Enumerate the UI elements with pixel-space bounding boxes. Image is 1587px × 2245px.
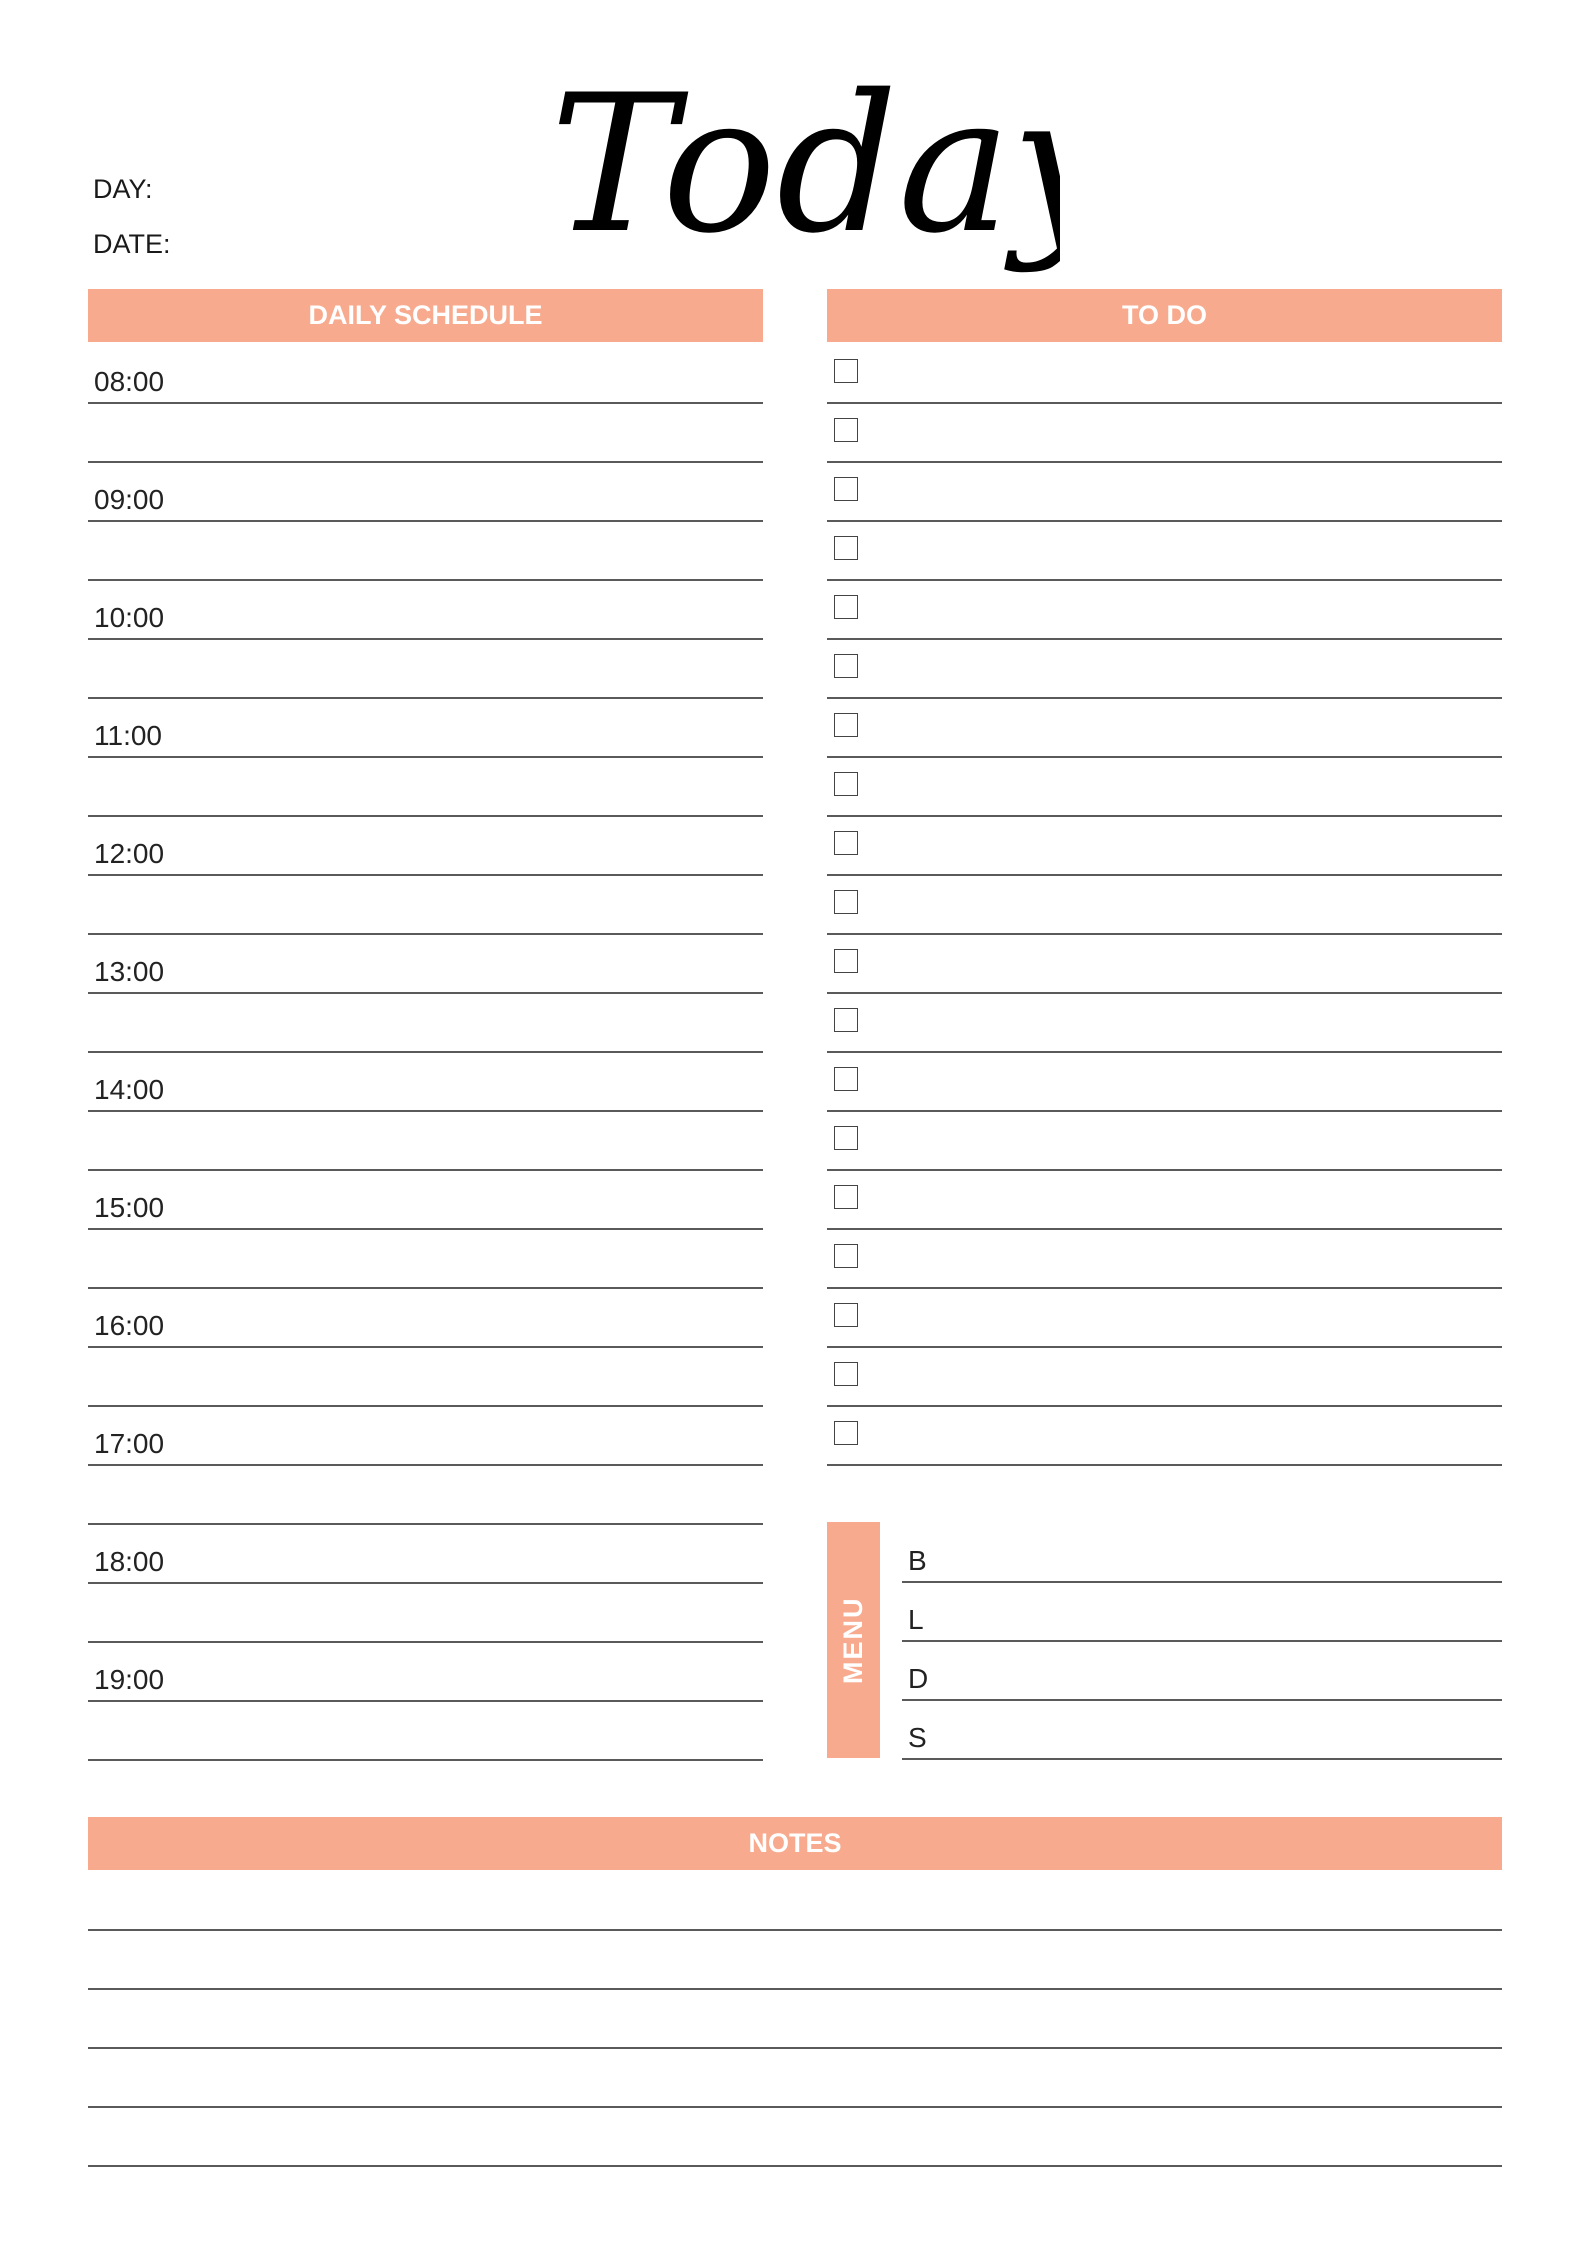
todo-checkbox[interactable] <box>834 536 858 560</box>
todo-line[interactable] <box>827 815 1502 817</box>
todo-checkbox[interactable] <box>834 1244 858 1268</box>
todo-line[interactable] <box>827 1169 1502 1171</box>
meal-line[interactable] <box>902 1758 1502 1760</box>
schedule-line[interactable] <box>88 1759 763 1761</box>
todo-checkbox[interactable] <box>834 1126 858 1150</box>
todo-line[interactable] <box>827 874 1502 876</box>
time-label: 15:00 <box>94 1192 165 1223</box>
todo-line[interactable] <box>827 1110 1502 1112</box>
todo-line[interactable] <box>827 461 1502 463</box>
notes-line[interactable] <box>88 1988 1502 1990</box>
todo-line[interactable] <box>827 933 1502 935</box>
todo-line[interactable] <box>827 1405 1502 1407</box>
todo-checkbox[interactable] <box>834 477 858 501</box>
todo-checkbox[interactable] <box>834 1362 858 1386</box>
todo-line[interactable] <box>827 520 1502 522</box>
schedule-line[interactable] <box>88 402 763 404</box>
meal-line[interactable] <box>902 1640 1502 1642</box>
schedule-line[interactable] <box>88 1405 763 1407</box>
notes-line[interactable] <box>88 2106 1502 2108</box>
time-label: 08:00 <box>94 366 165 397</box>
todo-checkbox[interactable] <box>834 1303 858 1327</box>
todo-line[interactable] <box>827 1346 1502 1348</box>
schedule-line[interactable] <box>88 1169 763 1171</box>
todo-line[interactable] <box>827 1228 1502 1230</box>
notes-line[interactable] <box>88 1929 1502 1931</box>
time-label: 12:00 <box>94 838 165 869</box>
todo-checkbox[interactable] <box>834 949 858 973</box>
schedule-line[interactable] <box>88 1641 763 1643</box>
menu-header: MENU <box>827 1522 880 1758</box>
todo-checkbox[interactable] <box>834 1008 858 1032</box>
todo-line[interactable] <box>827 638 1502 640</box>
schedule-line[interactable] <box>88 992 763 994</box>
time-label: 19:00 <box>94 1664 165 1695</box>
schedule-line[interactable] <box>88 697 763 699</box>
schedule-line[interactable] <box>88 638 763 640</box>
todo-line[interactable] <box>827 1287 1502 1289</box>
todo-checkbox[interactable] <box>834 831 858 855</box>
meal-label: D <box>908 1663 929 1694</box>
time-label: 13:00 <box>94 956 165 987</box>
notes-line[interactable] <box>88 2165 1502 2167</box>
schedule-line[interactable] <box>88 815 763 817</box>
notes-line[interactable] <box>88 2047 1502 2049</box>
todo-line[interactable] <box>827 1464 1502 1466</box>
daily-schedule-header: DAILY SCHEDULE <box>88 289 763 342</box>
todo-checkbox[interactable] <box>834 595 858 619</box>
todo-line[interactable] <box>827 579 1502 581</box>
todo-line[interactable] <box>827 1051 1502 1053</box>
schedule-line[interactable] <box>88 461 763 463</box>
time-label: 17:00 <box>94 1428 165 1459</box>
schedule-line[interactable] <box>88 1464 763 1466</box>
time-label: 16:00 <box>94 1310 165 1341</box>
todo-checkbox[interactable] <box>834 1067 858 1091</box>
schedule-line[interactable] <box>88 756 763 758</box>
today-title-script: Today <box>550 54 1060 275</box>
schedule-line[interactable] <box>88 1110 763 1112</box>
notes-header: NOTES <box>88 1817 1502 1870</box>
meal-line[interactable] <box>902 1581 1502 1583</box>
schedule-line[interactable] <box>88 1346 763 1348</box>
schedule-line[interactable] <box>88 579 763 581</box>
day-label: DAY: <box>93 174 153 204</box>
schedule-line[interactable] <box>88 874 763 876</box>
todo-line[interactable] <box>827 756 1502 758</box>
todo-line[interactable] <box>827 697 1502 699</box>
time-label: 09:00 <box>94 484 165 515</box>
schedule-line[interactable] <box>88 1051 763 1053</box>
todo-checkbox[interactable] <box>834 418 858 442</box>
todo-checkbox[interactable] <box>834 1185 858 1209</box>
time-label: 10:00 <box>94 602 165 633</box>
todo-checkbox[interactable] <box>834 654 858 678</box>
todo-checkbox[interactable] <box>834 1421 858 1445</box>
schedule-line[interactable] <box>88 933 763 935</box>
time-label: 14:00 <box>94 1074 165 1105</box>
meal-label: B <box>908 1545 927 1576</box>
todo-checkbox[interactable] <box>834 713 858 737</box>
schedule-line[interactable] <box>88 1523 763 1525</box>
todo-line[interactable] <box>827 992 1502 994</box>
schedule-line[interactable] <box>88 520 763 522</box>
schedule-line[interactable] <box>88 1700 763 1702</box>
todo-line[interactable] <box>827 402 1502 404</box>
todo-checkbox[interactable] <box>834 890 858 914</box>
schedule-line[interactable] <box>88 1228 763 1230</box>
todo-checkbox[interactable] <box>834 772 858 796</box>
schedule-line[interactable] <box>88 1287 763 1289</box>
todo-checkbox[interactable] <box>834 359 858 383</box>
meal-label: L <box>908 1604 924 1635</box>
date-label: DATE: <box>93 229 171 259</box>
time-label: 11:00 <box>94 720 162 751</box>
meal-label: S <box>908 1722 927 1753</box>
todo-header: TO DO <box>827 289 1502 342</box>
time-label: 18:00 <box>94 1546 165 1577</box>
schedule-line[interactable] <box>88 1582 763 1584</box>
meal-line[interactable] <box>902 1699 1502 1701</box>
title-text: Today <box>550 54 1060 275</box>
